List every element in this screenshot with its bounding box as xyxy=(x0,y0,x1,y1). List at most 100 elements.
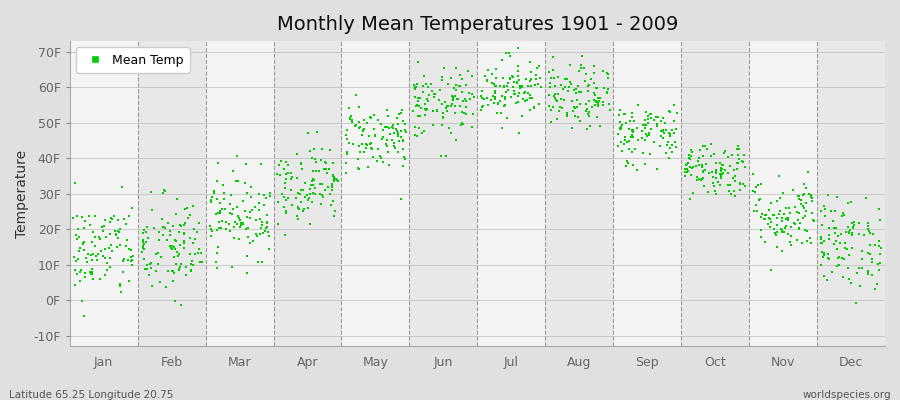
Point xyxy=(731,143,745,149)
Point xyxy=(364,144,379,151)
Point xyxy=(86,229,101,236)
Point xyxy=(734,187,748,194)
Point xyxy=(788,220,802,227)
Point xyxy=(682,152,697,158)
Point xyxy=(718,167,733,174)
Point xyxy=(113,226,128,232)
Point xyxy=(459,98,473,104)
Point xyxy=(364,146,379,153)
Point xyxy=(583,76,598,82)
Point xyxy=(438,153,453,160)
Point xyxy=(492,98,507,105)
Point xyxy=(714,164,728,171)
Point xyxy=(253,216,267,222)
Point xyxy=(640,133,654,140)
Point xyxy=(696,169,710,175)
Point xyxy=(615,122,629,128)
Point xyxy=(378,123,392,130)
Point xyxy=(236,220,250,227)
Point xyxy=(696,175,710,181)
Point xyxy=(293,191,308,198)
Point xyxy=(439,103,454,109)
Point xyxy=(285,202,300,208)
Point xyxy=(851,220,866,226)
Point xyxy=(344,113,358,120)
Point xyxy=(493,110,508,116)
Point xyxy=(730,166,744,172)
Point xyxy=(855,256,869,262)
Point xyxy=(560,113,574,119)
Point xyxy=(546,74,561,81)
Point xyxy=(382,131,397,137)
Point xyxy=(637,122,652,128)
Point xyxy=(92,234,106,240)
Point xyxy=(116,269,130,275)
Point xyxy=(707,151,722,157)
Point xyxy=(497,103,511,109)
Point xyxy=(449,82,464,88)
Point xyxy=(158,225,172,231)
Point xyxy=(290,150,304,157)
Point xyxy=(714,174,728,180)
Point xyxy=(394,128,409,134)
Point xyxy=(827,224,842,231)
Point xyxy=(484,97,499,103)
Point xyxy=(144,283,158,289)
Point xyxy=(797,213,812,220)
Point xyxy=(710,178,724,185)
Point xyxy=(714,165,728,172)
Point xyxy=(834,213,849,219)
Point xyxy=(172,229,186,235)
Point xyxy=(778,205,793,212)
Y-axis label: Temperature: Temperature xyxy=(15,150,29,238)
Point xyxy=(444,102,458,109)
Point xyxy=(463,96,477,102)
Point xyxy=(764,200,778,206)
Point xyxy=(211,244,225,251)
Point xyxy=(565,124,580,131)
Point xyxy=(733,181,747,188)
Point xyxy=(515,84,529,90)
Point xyxy=(475,88,490,95)
Point xyxy=(860,226,875,233)
Point xyxy=(295,166,310,172)
Point xyxy=(301,205,315,211)
Point xyxy=(370,158,384,164)
Point xyxy=(119,243,133,249)
Point xyxy=(140,262,154,268)
Point xyxy=(845,244,859,251)
Point xyxy=(445,100,459,107)
Point xyxy=(726,188,741,194)
Point xyxy=(659,150,673,156)
Point xyxy=(550,98,564,105)
Point xyxy=(84,251,98,258)
Point xyxy=(732,156,746,162)
Point xyxy=(244,194,258,200)
Point xyxy=(834,230,849,237)
Point xyxy=(775,217,789,224)
Point xyxy=(122,246,136,253)
Point xyxy=(847,222,861,228)
Point xyxy=(324,186,338,193)
Point xyxy=(303,190,318,197)
Point xyxy=(692,162,706,168)
Point xyxy=(251,259,266,266)
Point xyxy=(78,270,93,276)
Point xyxy=(190,229,204,236)
Point xyxy=(240,189,255,196)
Point xyxy=(323,190,338,197)
Point xyxy=(488,88,502,94)
Point xyxy=(770,198,784,204)
Point xyxy=(314,157,328,164)
Point xyxy=(874,244,888,251)
Point xyxy=(775,215,789,221)
Point xyxy=(615,148,629,154)
Point xyxy=(600,70,615,76)
Point xyxy=(256,230,270,236)
Point xyxy=(498,102,512,108)
Point xyxy=(125,262,140,268)
Point xyxy=(580,88,595,94)
Point xyxy=(770,229,785,235)
Point xyxy=(778,224,792,231)
Point xyxy=(144,260,158,266)
